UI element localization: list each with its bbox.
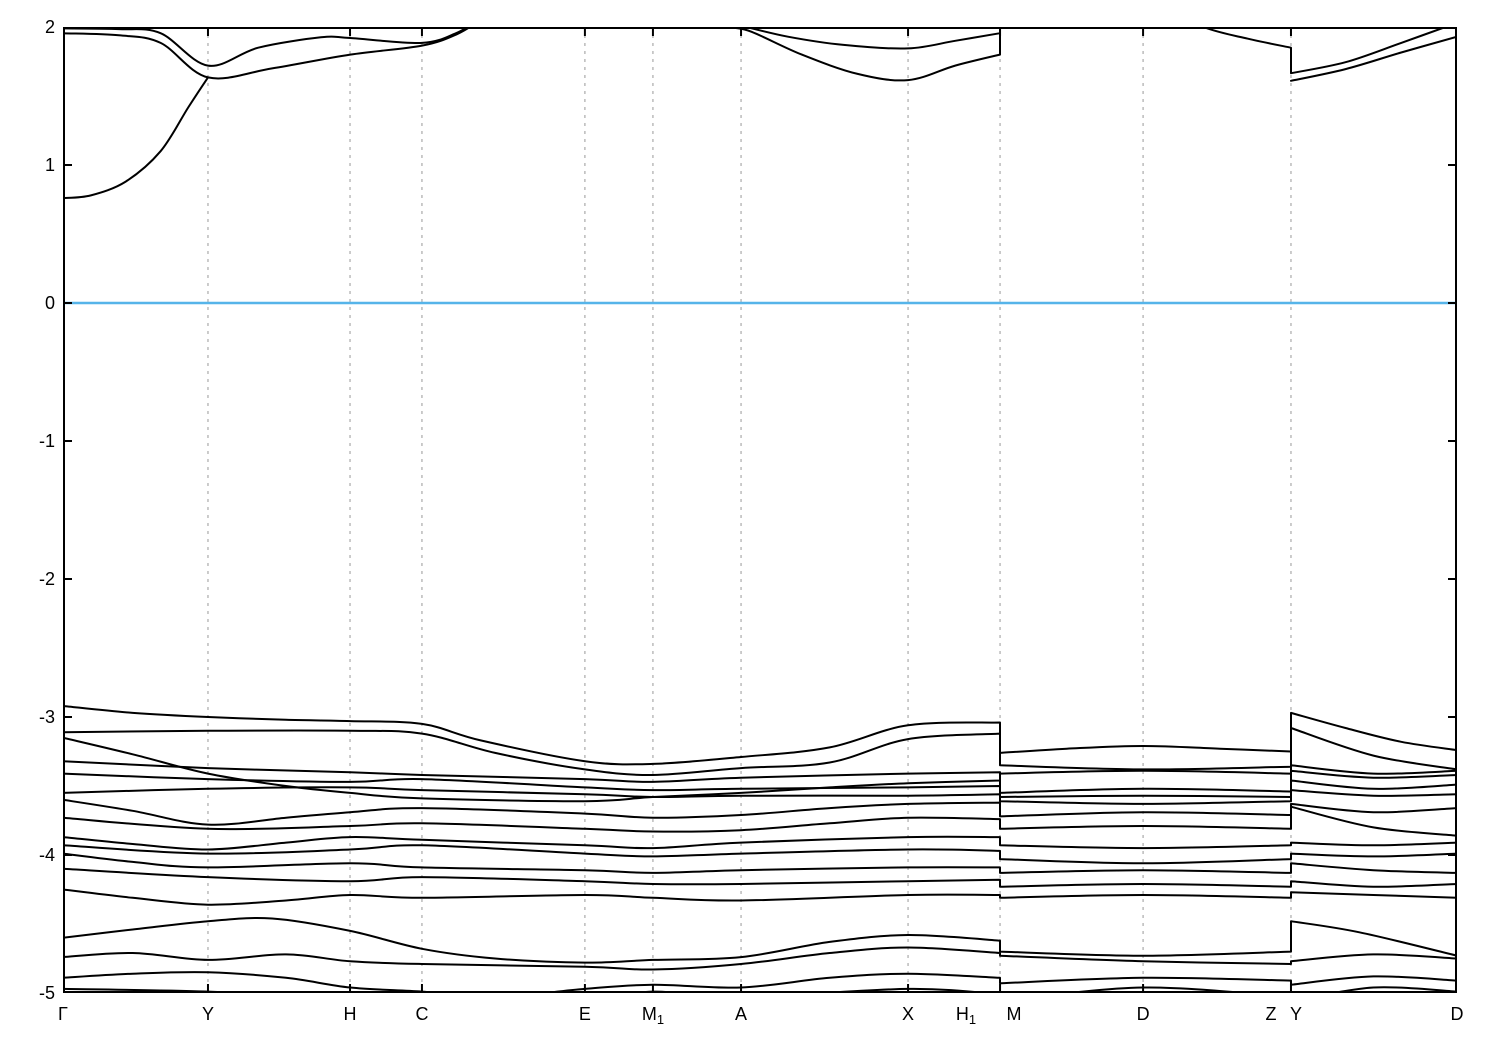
y-tick-label: -1 <box>38 431 55 451</box>
kpoint-label-base: C <box>415 1004 429 1024</box>
band-curve-val-band-15 <box>63 946 1457 971</box>
band-curve-val-band-8 <box>63 805 1457 837</box>
band-curve-val-band-5 <box>63 772 1457 798</box>
kpoint-label-base: E <box>578 1004 591 1024</box>
kpoint-label-base: Y <box>201 1004 214 1024</box>
kpoint-label: Y <box>1290 1004 1302 1024</box>
band-structure-plot-area <box>63 27 1457 993</box>
band-curve-val-band-13 <box>63 888 1457 906</box>
kpoint-label-base: A <box>735 1004 748 1024</box>
band-curve-val-band-11 <box>63 852 1457 874</box>
kpoint-label: D <box>1451 1004 1464 1024</box>
kpoint-label: Γ <box>58 1004 68 1024</box>
kpoint-label: E <box>579 1004 591 1024</box>
kpoint-label-base: D <box>1136 1004 1150 1024</box>
kpoint-label-base: M <box>1006 1004 1022 1024</box>
y-tick-label: -5 <box>38 983 55 1003</box>
kpoint-label-base: D <box>1450 1004 1464 1024</box>
y-tick-label: -3 <box>38 707 55 727</box>
x-axis-tick-labels: Γ Y H C E M1 A X H1 M D Z Y D <box>0 1004 1500 1034</box>
kpoint-label: M1 <box>642 1004 664 1030</box>
kpoint-label-base: Y <box>1289 1004 1302 1024</box>
y-tick-label: -4 <box>38 845 55 865</box>
band-curve-val-band-4 <box>63 760 1457 794</box>
plot-border <box>63 27 1457 993</box>
band-curve-cond-band-1 <box>63 27 1449 75</box>
band-curve-val-band-14 <box>63 916 1457 964</box>
kpoint-label: A <box>735 1004 747 1024</box>
band-curve-val-band-6 <box>63 786 1457 805</box>
y-tick-label: -2 <box>38 569 55 589</box>
y-tick-label: 2 <box>44 17 55 37</box>
band-curve-val-band-16 <box>63 971 1457 993</box>
y-tick-label: 1 <box>44 155 55 175</box>
band-curve-val-band-7 <box>63 798 1457 826</box>
kpoint-label-base: H <box>955 1004 969 1024</box>
band-curve-cond-band-3 <box>63 76 209 200</box>
band-curve-val-band-10 <box>63 844 1457 865</box>
kpoint-label-subscript: 1 <box>968 1012 977 1027</box>
kpoint-label-base: M <box>641 1004 657 1024</box>
band-curve-val-band-12 <box>63 867 1457 888</box>
kpoint-label-base: X <box>902 1004 915 1024</box>
y-tick-label: 0 <box>44 293 55 313</box>
kpoint-label: H1 <box>956 1004 976 1030</box>
band-curve-cond-band-2 <box>63 27 1001 82</box>
kpoint-label: C <box>415 1004 428 1024</box>
band-curve-val-band-1 <box>63 705 1457 766</box>
band-curve-val-band-2 <box>63 727 1457 777</box>
kpoint-label: Y <box>202 1004 214 1024</box>
kpoint-label: Z <box>1266 1004 1277 1024</box>
band-curve-val-band-9 <box>63 835 1457 851</box>
kpoint-label-base: Z <box>1265 1004 1277 1024</box>
kpoint-label: X <box>902 1004 914 1024</box>
kpoint-label-subscript: 1 <box>656 1012 665 1027</box>
kpoint-label: H <box>344 1004 357 1024</box>
kpoint-label: D <box>1137 1004 1150 1024</box>
kpoint-label-base: H <box>343 1004 357 1024</box>
kpoint-label: M <box>1006 1004 1021 1024</box>
kpoint-label-base: Γ <box>58 1004 68 1024</box>
band-curve-val-band-3 <box>63 736 1457 803</box>
band-curve-cond-band-2b <box>1290 35 1457 82</box>
